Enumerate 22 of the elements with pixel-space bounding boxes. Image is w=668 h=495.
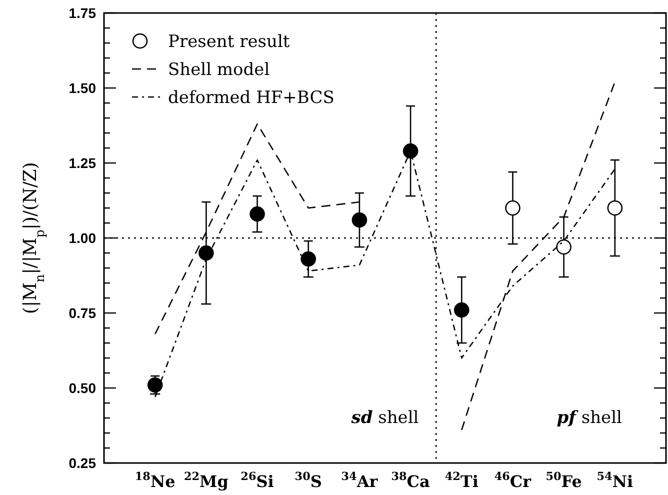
y-tick-label: 0.50	[68, 380, 96, 396]
x-tick-label: $^{22}$Mg	[184, 469, 228, 491]
x-tick-label: $^{18}$Ne	[134, 469, 176, 491]
x-tick-label: $^{42}$Ti	[444, 469, 478, 491]
y-tick-label: 0.75	[68, 304, 96, 321]
x-tick-label: $^{46}$Cr	[494, 469, 532, 491]
annotation: pf shell	[556, 408, 622, 428]
x-tick-label: $^{54}$Ni	[596, 469, 634, 491]
x-tick-label: $^{30}$S	[294, 469, 322, 491]
legend-label: Present result	[168, 32, 290, 52]
y-tick-label: 1.75	[68, 4, 96, 21]
x-tick-label: $^{34}$Ar	[341, 469, 378, 491]
annotation: sd shell	[350, 408, 419, 428]
y-tick-label: 1.50	[68, 80, 96, 96]
x-tick-label: $^{26}$Si	[240, 469, 274, 491]
y-tick-label: 0.25	[68, 454, 96, 471]
legend-label: deformed HF+BCS	[168, 88, 334, 108]
y-tick-label: 1.25	[68, 154, 96, 171]
y-tick-label: 1.00	[68, 230, 96, 246]
x-tick-label: $^{50}$Fe	[546, 469, 582, 491]
legend-label: Shell model	[168, 60, 270, 80]
x-tick-label: $^{38}$Ca	[391, 469, 430, 491]
